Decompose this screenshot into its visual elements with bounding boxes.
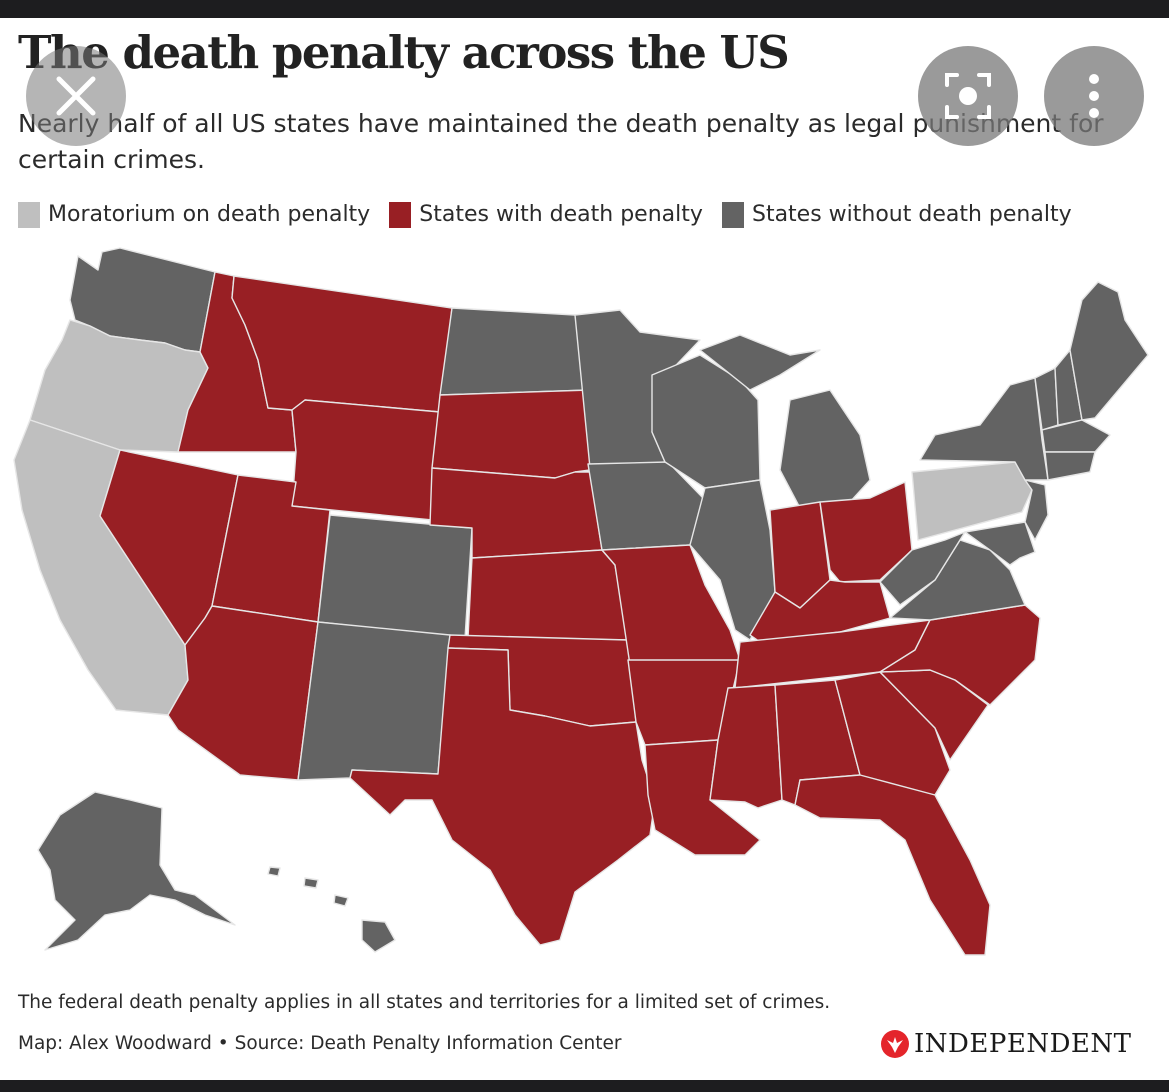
state-texas[interactable] xyxy=(349,647,656,946)
legend-label-moratorium: Moratorium on death penalty xyxy=(48,202,371,227)
state-michigan-upper[interactable] xyxy=(699,334,821,391)
state-south-dakota[interactable] xyxy=(431,389,591,479)
state-new-jersey[interactable] xyxy=(1024,479,1049,541)
brand-logo[interactable]: INDEPENDENT xyxy=(880,1028,1132,1062)
state-montana[interactable] xyxy=(231,275,453,413)
state-michigan[interactable] xyxy=(779,389,871,509)
legend-swatch-moratorium xyxy=(18,202,40,228)
state-ohio[interactable] xyxy=(819,481,913,583)
eagle-icon xyxy=(881,1030,909,1058)
state-new-mexico[interactable] xyxy=(297,621,451,781)
state-colorado[interactable] xyxy=(317,514,473,639)
close-button[interactable] xyxy=(26,46,126,146)
state-pennsylvania[interactable] xyxy=(911,461,1033,541)
lens-button[interactable] xyxy=(918,46,1018,146)
legend-swatch-death-penalty xyxy=(389,202,412,228)
more-vertical-icon xyxy=(1089,74,1099,118)
state-connecticut[interactable] xyxy=(1044,451,1096,481)
close-icon xyxy=(56,76,96,116)
legend-item-death-penalty: States with death penalty xyxy=(389,202,703,228)
us-map xyxy=(13,247,1149,956)
more-options-button[interactable] xyxy=(1044,46,1144,146)
legend-item-moratorium: Moratorium on death penalty xyxy=(18,202,370,228)
state-north-dakota[interactable] xyxy=(439,307,591,396)
legend-label-no-death-penalty: States without death penalty xyxy=(751,202,1072,227)
state-kansas[interactable] xyxy=(467,549,629,641)
state-alaska[interactable] xyxy=(37,791,236,951)
state-hawaii-islands[interactable] xyxy=(267,866,349,907)
map-legend: Moratorium on death penalty States with … xyxy=(18,202,1086,234)
legend-label-death-penalty: States with death penalty xyxy=(419,202,703,227)
state-illinois[interactable] xyxy=(689,479,776,641)
page-title: The death penalty across the US xyxy=(18,26,790,79)
footnote: The federal death penalty applies in all… xyxy=(18,992,831,1013)
brand-name: INDEPENDENT xyxy=(914,1029,1132,1059)
state-north-carolina[interactable] xyxy=(879,604,1041,706)
top-bar xyxy=(0,0,1169,18)
state-hawaii[interactable] xyxy=(361,919,396,953)
state-wyoming[interactable] xyxy=(291,399,441,521)
lens-icon xyxy=(945,73,991,119)
state-maine[interactable] xyxy=(1069,281,1149,421)
map-credit: Map: Alex Woodward • Source: Death Penal… xyxy=(18,1033,622,1054)
bottom-bar xyxy=(0,1080,1169,1092)
state-massachusetts[interactable] xyxy=(1041,419,1111,453)
legend-swatch-no-death-penalty xyxy=(721,202,744,228)
legend-item-no-death-penalty: States without death penalty xyxy=(721,202,1072,228)
state-florida[interactable] xyxy=(794,774,991,956)
